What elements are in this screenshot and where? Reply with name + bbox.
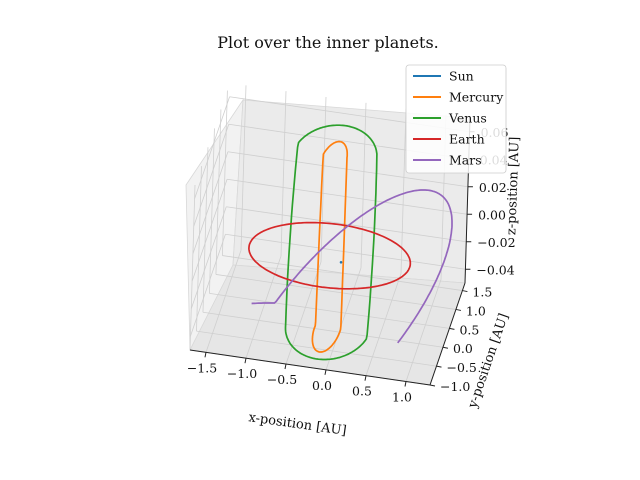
z-grid-side <box>194 96 230 199</box>
y-axis-line <box>429 282 466 386</box>
z-grid-back <box>227 151 468 188</box>
z-grid-side <box>191 179 228 282</box>
x-tick-label: 0.0 <box>312 378 332 393</box>
y-grid-side <box>202 147 209 313</box>
x-tick-mark <box>244 358 247 364</box>
x-tick-label: −1.0 <box>227 366 257 381</box>
x-grid-floor <box>365 273 402 376</box>
grid-lines <box>189 85 470 386</box>
y-grid-floor <box>196 330 437 367</box>
legend-label-earth: Earth <box>449 132 485 147</box>
y-ticks: −1.0 −0.5 0.0 0.5 1.0 1.5 <box>429 285 492 394</box>
orbit-earth <box>248 221 412 290</box>
z-tick-label: 0.02 <box>479 180 507 195</box>
legend-label-mercury: Mercury <box>449 90 504 105</box>
z-grid-back <box>227 178 468 215</box>
orbit-sun <box>339 261 343 264</box>
z-tick-label: 0.00 <box>478 207 506 222</box>
y-grid-floor <box>202 311 444 348</box>
y-grid-floor <box>215 274 456 310</box>
legend-label-mars: Mars <box>449 153 482 168</box>
x-axis-label: x-position [AU] <box>248 410 348 439</box>
x-grid-back <box>320 96 327 263</box>
y-tick-mark <box>436 365 442 368</box>
orbit-mercury <box>311 140 349 353</box>
x-ticks: −1.5 −1.0 −0.5 0.0 0.5 1.0 <box>187 352 412 405</box>
z-grid-side <box>190 234 226 337</box>
y-grid-side <box>209 128 215 294</box>
orbit-mars <box>251 189 453 344</box>
z-grid-side <box>193 124 230 227</box>
legend-label-sun: Sun <box>449 69 474 84</box>
orbit-venus <box>284 124 378 361</box>
y-grid-side <box>215 109 222 275</box>
x-tick-mark <box>404 381 407 387</box>
x-tick-label: 0.5 <box>352 384 372 399</box>
orbits <box>248 124 453 361</box>
x-tick-mark <box>204 352 207 358</box>
y-tick-mark <box>449 327 455 330</box>
x-tick-label: 1.0 <box>392 390 412 405</box>
x-tick-label: −0.5 <box>267 372 297 387</box>
y-tick-label: 1.5 <box>472 285 492 300</box>
x-tick-mark <box>324 369 327 375</box>
chart-title: Plot over the inner planets. <box>217 33 439 52</box>
x-grid-floor <box>405 279 442 382</box>
y-grid-floor <box>209 292 450 329</box>
y-tick-label: 0.5 <box>459 322 479 337</box>
z-grid-side <box>190 206 227 309</box>
y-tick-label: −0.5 <box>446 360 476 375</box>
y-tick-mark <box>442 346 449 349</box>
x-tick-mark <box>364 375 367 381</box>
legend: Sun Mercury Venus Earth Mars <box>405 64 507 174</box>
z-axis-label: z-position [AU] <box>504 136 522 235</box>
x-grid-floor <box>245 256 282 359</box>
x-tick-mark <box>284 363 287 370</box>
x-axis-line <box>189 349 431 386</box>
x-grid-back <box>360 102 367 268</box>
y-tick-label: −1.0 <box>440 379 470 394</box>
legend-label-venus: Venus <box>448 111 487 126</box>
x-grid-back <box>240 85 247 251</box>
z-grid-back <box>225 233 466 270</box>
y-grid-side <box>189 184 196 351</box>
x-grid-floor <box>205 250 242 353</box>
x-tick-label: −1.5 <box>187 360 217 375</box>
y-grid-side <box>222 90 228 256</box>
x-grid-floor <box>325 267 362 370</box>
y-tick-label: 0.0 <box>453 341 473 356</box>
z-tick-label: −0.02 <box>477 235 515 250</box>
y-tick-mark <box>455 308 462 311</box>
y-tick-mark <box>429 384 436 387</box>
z-grid-side <box>192 151 229 254</box>
y-tick-mark <box>462 290 468 293</box>
x-grid-back <box>400 108 407 274</box>
y-tick-label: 1.0 <box>466 303 486 318</box>
z-tick-label: −0.04 <box>476 262 514 277</box>
z-grid-back <box>226 206 467 243</box>
x-grid-back <box>280 91 287 257</box>
y-grid-side <box>196 166 202 332</box>
legend-box <box>405 64 507 174</box>
